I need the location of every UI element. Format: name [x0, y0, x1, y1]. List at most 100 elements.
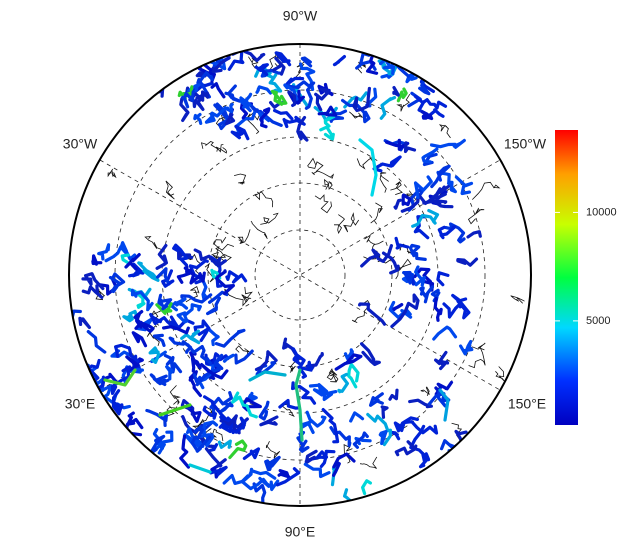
river: [81, 272, 105, 291]
river: [438, 388, 450, 422]
river: [163, 354, 183, 374]
river: [456, 257, 479, 267]
river: [437, 225, 457, 240]
river: [369, 392, 384, 407]
river: [394, 440, 418, 457]
river: [393, 416, 419, 433]
river: [225, 102, 234, 114]
river: [435, 487, 453, 506]
river: [201, 279, 209, 300]
river: [156, 267, 170, 284]
coastline: [349, 111, 364, 119]
river: [323, 127, 335, 141]
river: [124, 253, 141, 271]
river: [298, 439, 310, 453]
river: [272, 56, 286, 76]
river: [230, 124, 250, 141]
river: [217, 439, 232, 449]
river: [128, 262, 145, 278]
river: [218, 401, 234, 414]
river: [149, 373, 170, 386]
river: [210, 82, 226, 99]
river: [435, 185, 450, 200]
river: [409, 49, 443, 70]
river: [137, 261, 160, 282]
river: [372, 155, 402, 173]
river: [180, 329, 201, 345]
coastline: [260, 212, 279, 225]
river: [294, 368, 304, 442]
river: [104, 245, 128, 263]
river: [270, 89, 288, 106]
graticule-label: 30°E: [65, 396, 96, 412]
river: [349, 411, 365, 423]
graticule-label: 150°E: [508, 396, 546, 412]
river: [227, 49, 245, 71]
river: [390, 293, 420, 328]
river: [103, 368, 137, 387]
river: [337, 372, 349, 394]
coastline: [364, 234, 384, 245]
river: [130, 288, 154, 312]
river: [358, 302, 387, 326]
river: [275, 467, 301, 487]
river: [239, 96, 252, 110]
river: [432, 325, 458, 341]
river: [155, 302, 173, 315]
river: [413, 175, 433, 199]
river: [352, 86, 371, 113]
river: [196, 71, 214, 99]
river: [436, 170, 457, 194]
river: [341, 98, 371, 124]
river: [408, 398, 433, 409]
river: [284, 76, 305, 87]
river: [417, 100, 445, 119]
river: [258, 400, 270, 421]
river: [264, 455, 281, 472]
river: [97, 243, 111, 261]
coastline: [379, 171, 389, 193]
river: [207, 328, 220, 347]
river: [433, 297, 443, 322]
river: [319, 115, 336, 132]
river: [466, 230, 482, 239]
river: [405, 61, 420, 69]
coastline: [396, 93, 411, 112]
river: [180, 293, 213, 304]
coastline: [165, 180, 175, 200]
river: [447, 449, 460, 465]
river: [162, 325, 190, 335]
coastline: [438, 124, 451, 139]
coastline: [311, 170, 335, 179]
river: [157, 293, 173, 311]
river: [168, 336, 185, 346]
river: [183, 266, 206, 285]
river: [278, 398, 300, 410]
river: [81, 413, 94, 425]
river: [372, 44, 402, 58]
river: [203, 395, 221, 414]
river: [394, 236, 410, 250]
river: [86, 424, 108, 446]
river: [291, 381, 317, 405]
coastline: [248, 55, 259, 69]
graticule-label: 30°W: [63, 136, 98, 152]
river: [254, 63, 269, 76]
river: [393, 198, 402, 210]
river: [228, 439, 248, 460]
river: [248, 469, 277, 480]
coastline: [395, 258, 412, 280]
river: [413, 267, 435, 292]
river: [122, 309, 140, 323]
river: [402, 270, 414, 285]
river: [213, 353, 224, 370]
river: [390, 430, 401, 441]
coastline: [307, 157, 324, 172]
coastline: [468, 347, 486, 369]
river: [158, 403, 192, 417]
river: [436, 271, 450, 287]
map-border: [68, 43, 532, 507]
coastline: [326, 370, 338, 382]
coastline: [144, 235, 164, 251]
